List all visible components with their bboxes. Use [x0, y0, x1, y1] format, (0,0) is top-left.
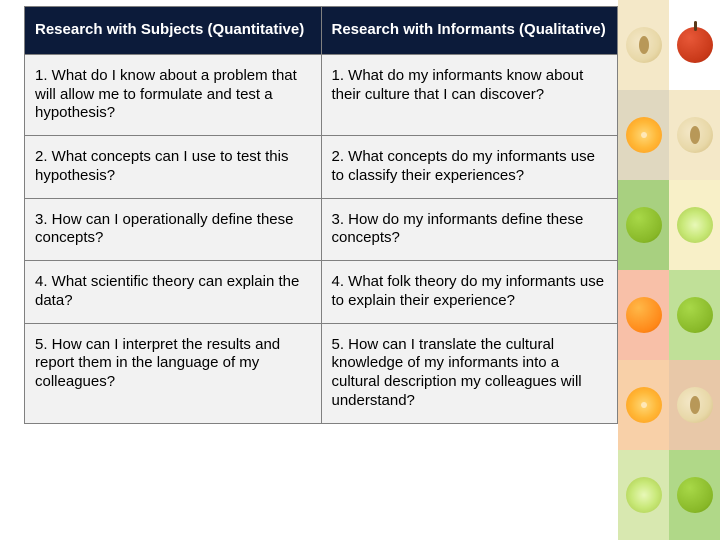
comparison-table-container: Research with Subjects (Quantitative) Re… — [24, 6, 618, 424]
comparison-table: Research with Subjects (Quantitative) Re… — [24, 6, 618, 424]
header-qualitative: Research with Informants (Qualitative) — [321, 7, 618, 55]
fruit-icon — [626, 477, 662, 513]
fruit-icon — [626, 117, 662, 153]
table-row: 5. How can I interpret the results and r… — [25, 323, 618, 423]
decorative-tile — [618, 360, 669, 450]
fruit-icon — [677, 207, 713, 243]
decorative-tile — [669, 180, 720, 270]
cell-quant-5: 5. How can I interpret the results and r… — [25, 323, 322, 423]
decorative-tile — [669, 360, 720, 450]
decorative-tile — [669, 450, 720, 540]
fruit-icon — [626, 207, 662, 243]
table-row: 2. What concepts can I use to test this … — [25, 136, 618, 199]
cell-quant-1: 1. What do I know about a problem that w… — [25, 54, 322, 135]
fruit-icon — [677, 477, 713, 513]
fruit-icon — [626, 297, 662, 333]
decorative-tile — [618, 270, 669, 360]
decorative-tile — [669, 0, 720, 90]
decorative-tile — [618, 0, 669, 90]
decorative-tile — [618, 450, 669, 540]
decorative-tile — [669, 270, 720, 360]
fruit-icon — [626, 387, 662, 423]
fruit-icon — [677, 297, 713, 333]
cell-qual-1: 1. What do my informants know about thei… — [321, 54, 618, 135]
decorative-tile — [618, 180, 669, 270]
fruit-icon — [626, 27, 662, 63]
cell-qual-5: 5. How can I translate the cultural know… — [321, 323, 618, 423]
fruit-icon — [677, 387, 713, 423]
decorative-tile — [669, 90, 720, 180]
table-header-row: Research with Subjects (Quantitative) Re… — [25, 7, 618, 55]
cell-qual-2: 2. What concepts do my informants use to… — [321, 136, 618, 199]
cell-qual-4: 4. What folk theory do my informants use… — [321, 261, 618, 324]
decorative-tile — [618, 90, 669, 180]
cell-qual-3: 3. How do my informants define these con… — [321, 198, 618, 261]
decorative-side-strip — [618, 0, 720, 540]
table-row: 1. What do I know about a problem that w… — [25, 54, 618, 135]
header-quantitative: Research with Subjects (Quantitative) — [25, 7, 322, 55]
fruit-icon — [677, 117, 713, 153]
slide: { "table": { "headers": { "left": "Resea… — [0, 0, 720, 540]
cell-quant-2: 2. What concepts can I use to test this … — [25, 136, 322, 199]
table-row: 4. What scientific theory can explain th… — [25, 261, 618, 324]
table-row: 3. How can I operationally define these … — [25, 198, 618, 261]
cell-quant-4: 4. What scientific theory can explain th… — [25, 261, 322, 324]
fruit-icon — [677, 27, 713, 63]
cell-quant-3: 3. How can I operationally define these … — [25, 198, 322, 261]
